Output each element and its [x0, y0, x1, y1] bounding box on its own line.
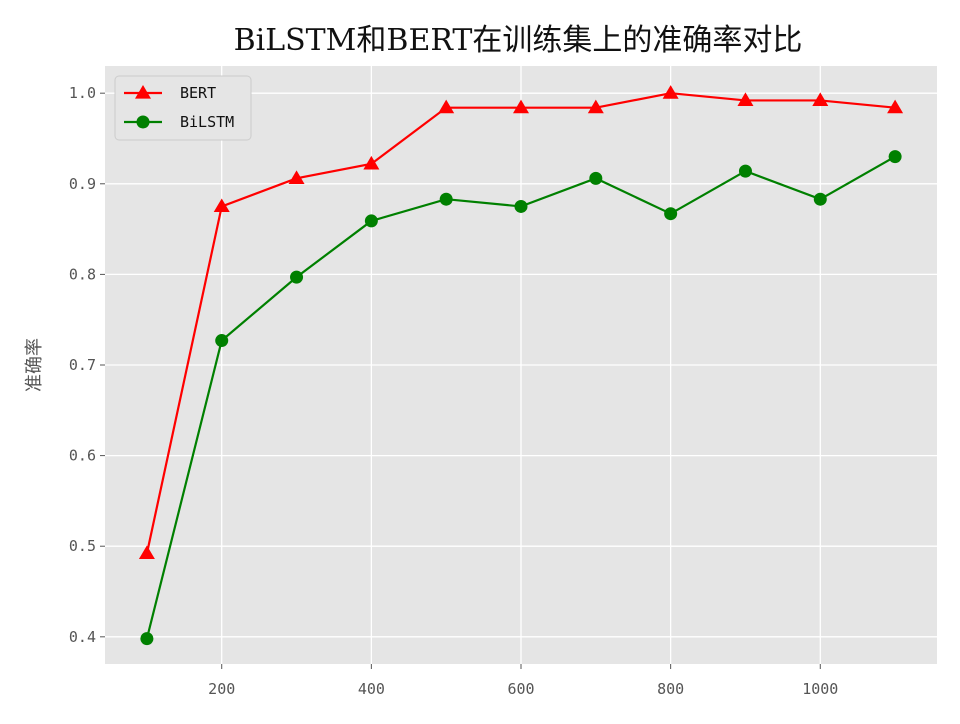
data-point-bilstm	[813, 192, 827, 206]
data-point-bert	[587, 99, 604, 114]
x-tick-label: 800	[657, 680, 684, 698]
y-tick-labels: 0.4 0.5 0.6 0.7 0.8 0.9 1.0	[69, 84, 105, 646]
y-tick-label: 1.0	[69, 84, 96, 102]
data-point-bert	[887, 99, 904, 114]
x-tick-label: 600	[507, 680, 534, 698]
data-point-bert	[363, 155, 380, 170]
data-point-bert	[662, 85, 679, 99]
y-tick-label: 0.6	[69, 447, 96, 465]
x-tick-labels: 200 400 600 800 1000	[208, 664, 838, 698]
data-point-bert	[812, 92, 829, 107]
y-tick-label: 0.8	[69, 265, 96, 283]
x-tick-label: 200	[208, 680, 235, 698]
x-tick-label: 1000	[802, 680, 838, 698]
data-point-bilstm	[888, 150, 902, 164]
legend-marker-bert	[135, 85, 151, 99]
data-point-bert	[737, 92, 754, 107]
data-point-bilstm	[364, 214, 378, 228]
y-tick-label: 0.9	[69, 175, 96, 193]
data-point-bilstm	[439, 192, 453, 206]
series-bilstm	[140, 150, 902, 646]
y-tick-label: 0.4	[69, 628, 96, 646]
data-point-bilstm	[738, 164, 752, 178]
data-point-bilstm	[514, 199, 528, 213]
data-point-bilstm	[215, 334, 229, 348]
data-point-bert	[138, 545, 155, 560]
legend-label-bert: BERT	[180, 84, 216, 102]
y-tick-label: 0.5	[69, 537, 96, 555]
y-axis-label: 准确率	[24, 338, 45, 392]
series-layer	[138, 85, 904, 646]
data-point-bilstm	[290, 270, 304, 284]
data-point-bert	[513, 99, 529, 114]
x-tick-label: 400	[358, 680, 385, 698]
data-point-bilstm	[589, 171, 603, 185]
data-point-bert	[288, 170, 305, 184]
legend-marker-bilstm	[136, 115, 150, 129]
data-point-bert	[438, 99, 455, 114]
y-tick-label: 0.7	[69, 356, 96, 374]
data-point-bilstm	[140, 632, 154, 646]
data-point-bilstm	[664, 207, 678, 221]
legend-label-bilstm: BiLSTM	[180, 113, 234, 131]
data-point-bert	[213, 198, 230, 213]
legend: BERT BiLSTM	[114, 75, 252, 141]
series-bert	[138, 85, 904, 560]
chart-title: BiLSTM和BERT在训练集上的准确率对比	[234, 23, 803, 58]
grid-lines	[105, 66, 937, 664]
